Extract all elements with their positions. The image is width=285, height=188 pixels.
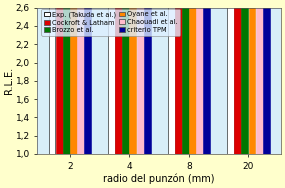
Bar bbox=[115, 0, 122, 154]
Bar bbox=[122, 0, 129, 154]
Bar bbox=[182, 0, 189, 154]
Bar bbox=[129, 0, 137, 154]
Bar bbox=[168, 0, 174, 154]
Bar bbox=[196, 0, 203, 154]
Bar bbox=[234, 0, 241, 154]
Bar bbox=[84, 0, 91, 154]
Bar bbox=[249, 0, 255, 154]
Bar bbox=[70, 0, 77, 154]
Bar bbox=[263, 0, 270, 154]
Bar bbox=[241, 0, 248, 154]
Bar bbox=[256, 0, 262, 154]
Bar bbox=[144, 0, 151, 154]
Bar bbox=[77, 0, 84, 154]
Bar bbox=[48, 0, 56, 154]
Bar bbox=[175, 0, 182, 154]
Bar bbox=[108, 0, 115, 154]
Legend: Exp. (Takuda et al.), Cockroft & Latham, Brozzo et al., Oyane et al., Chaouadi e: Exp. (Takuda et al.), Cockroft & Latham,… bbox=[41, 9, 180, 36]
X-axis label: radio del punzón (mm): radio del punzón (mm) bbox=[103, 173, 215, 184]
Bar bbox=[227, 0, 234, 154]
Y-axis label: R.L.E.: R.L.E. bbox=[4, 67, 14, 94]
Bar bbox=[137, 0, 144, 154]
Bar bbox=[189, 0, 196, 154]
Bar bbox=[56, 0, 63, 154]
Bar bbox=[63, 0, 70, 154]
Bar bbox=[203, 0, 210, 154]
